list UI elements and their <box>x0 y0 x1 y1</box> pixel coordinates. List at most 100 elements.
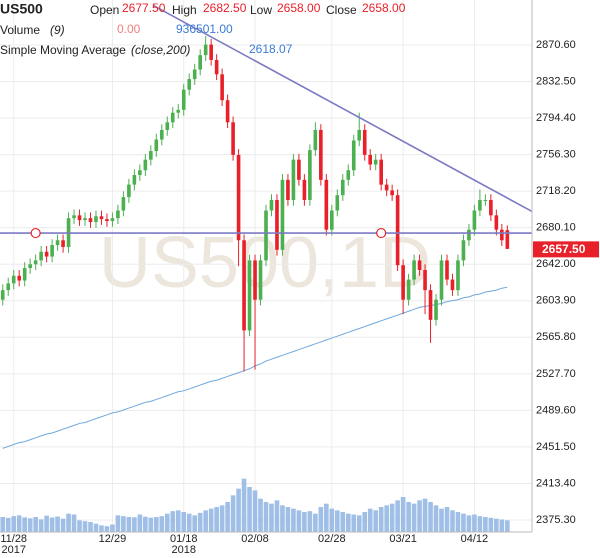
price-tag-label: 2657.50 <box>542 242 586 256</box>
volume-bar <box>27 518 33 532</box>
volume-bar <box>203 510 208 532</box>
volume-bar <box>247 487 252 532</box>
candle-body <box>340 179 345 196</box>
sma-legend: Simple Moving Average <box>0 43 126 57</box>
x-tick-label: 03/21 <box>389 533 417 545</box>
volume-bar <box>291 508 296 532</box>
legend-label: High <box>172 3 197 17</box>
candle-body <box>467 229 471 241</box>
x-tick-label: 02/28 <box>318 533 346 545</box>
legend-label: Close <box>326 3 357 17</box>
volume-bar <box>230 495 236 532</box>
candle-body <box>445 260 449 280</box>
volume-bar <box>494 518 499 532</box>
volume-bar <box>22 517 27 532</box>
volume-bar <box>88 522 93 532</box>
candle-body <box>439 260 444 300</box>
price-tag <box>533 241 599 258</box>
volume-bar <box>197 512 203 532</box>
volume-bar <box>356 515 362 532</box>
volume-bar <box>373 510 379 532</box>
candle-body <box>302 179 307 200</box>
volume-legend: Volume <box>0 23 40 37</box>
y-tick-label: 2756.30 <box>536 149 576 161</box>
candle-body <box>127 184 131 198</box>
candle-body <box>50 245 54 257</box>
candle-body <box>247 260 252 331</box>
y-tick-label: 2794.40 <box>536 112 576 124</box>
candle-body <box>500 229 504 241</box>
candle-body <box>181 89 186 110</box>
x-tick-label: 11/28 <box>0 533 27 545</box>
volume-bar <box>428 502 433 532</box>
volume-bar <box>296 510 302 532</box>
x-tick-label: 12/29 <box>99 533 127 545</box>
volume-value: 936501.00 <box>176 22 233 36</box>
candle-body <box>346 170 351 180</box>
volume-bar <box>433 505 439 532</box>
x-tick-label: 04/12 <box>461 533 489 545</box>
volume-bar <box>455 512 461 532</box>
candle-body <box>275 199 279 250</box>
candle-body <box>105 219 109 222</box>
candle-body <box>505 230 510 249</box>
candle-body <box>110 218 115 222</box>
candle-body <box>176 109 181 113</box>
volume-bar <box>5 517 11 532</box>
legend-value: 2658.00 <box>277 1 321 15</box>
candle-body <box>351 140 356 171</box>
volume-bar <box>269 503 274 532</box>
volume-bar <box>148 517 154 532</box>
y-tick-label: 2413.40 <box>536 477 576 489</box>
candle-body <box>132 175 137 185</box>
candle-body <box>384 184 389 191</box>
volume-bar <box>71 514 77 532</box>
candle-body <box>269 199 274 211</box>
trend-marker <box>376 227 387 239</box>
volume-bar <box>280 505 285 532</box>
candle-body <box>417 260 422 270</box>
volume-bar <box>334 510 340 532</box>
candle-body <box>149 151 153 160</box>
y-tick-label: 2565.80 <box>536 331 576 343</box>
volume-bar <box>121 516 126 532</box>
candle-body <box>280 179 285 250</box>
candle-body <box>373 159 378 165</box>
volume-bar <box>499 519 505 532</box>
candle-body <box>88 218 93 223</box>
volume-bar <box>11 516 17 532</box>
candle-body <box>330 210 334 230</box>
volume-bar <box>219 505 225 532</box>
candle-body <box>39 251 43 261</box>
trend-marker <box>30 227 41 239</box>
volume-bar <box>0 517 6 532</box>
volume-bar <box>466 515 472 532</box>
candle-body <box>253 260 257 300</box>
volume-bar <box>417 500 422 532</box>
candle-body <box>116 210 120 219</box>
candle-body <box>434 299 438 320</box>
volume-bar <box>444 507 450 532</box>
volume-bar <box>362 512 368 532</box>
candle-body <box>225 100 230 123</box>
volume-bar <box>186 513 192 532</box>
x-tick-label: 01/18 <box>170 533 198 545</box>
candle-body <box>165 122 170 130</box>
symbol: US500 <box>0 1 43 17</box>
header: US500 Open 2677.50 High 2682.50 Low 2658… <box>0 1 406 57</box>
volume-bar <box>302 512 307 532</box>
candle-body <box>308 150 312 200</box>
volume-bar <box>367 508 373 532</box>
volume-bar <box>274 500 280 532</box>
volume-params: (9) <box>50 23 65 37</box>
volume-bar <box>49 517 55 532</box>
candle-body <box>192 69 197 80</box>
candle-body <box>406 279 411 300</box>
y-tick-label: 2451.50 <box>536 441 576 453</box>
candle-body <box>456 260 460 291</box>
volume-bar <box>44 515 49 532</box>
volume-bar <box>192 515 198 532</box>
y-tick-label: 2489.60 <box>536 404 576 416</box>
volume-bar <box>477 516 483 532</box>
